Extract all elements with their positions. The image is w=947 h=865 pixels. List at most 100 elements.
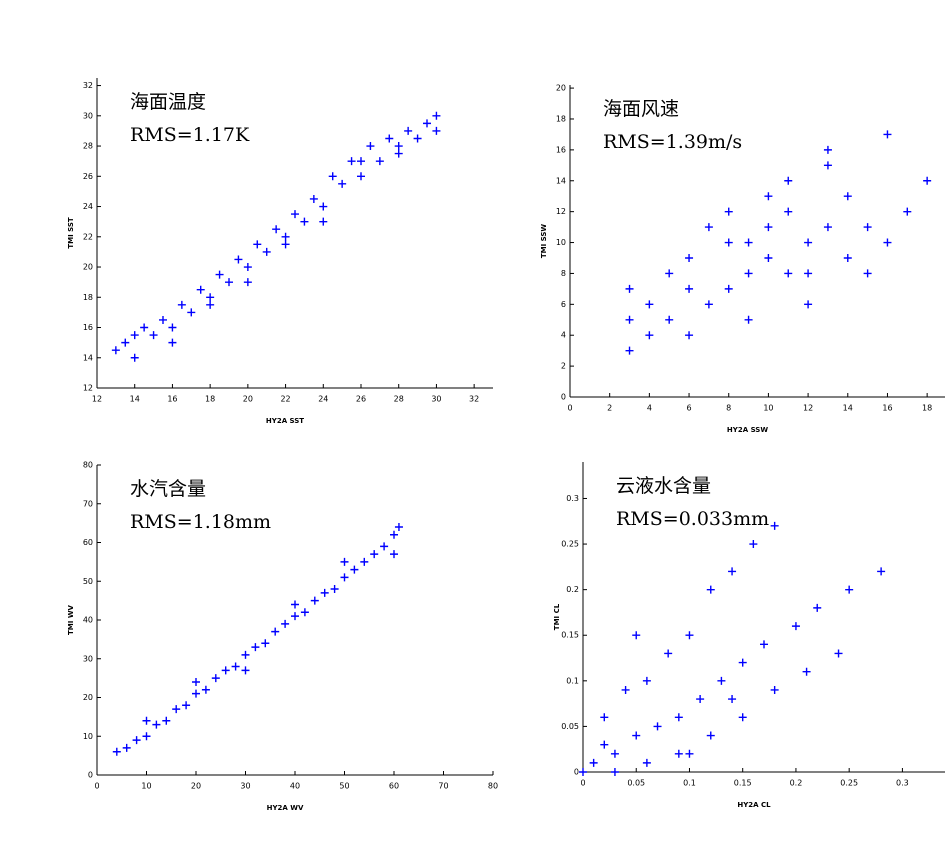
- x-tick-label: 14: [130, 395, 140, 404]
- annotation: RMS=1.17K: [130, 124, 250, 146]
- point: [625, 284, 634, 293]
- point: [385, 134, 394, 143]
- point: [168, 323, 177, 332]
- point: [357, 157, 365, 166]
- x-tick-label: 30: [431, 395, 441, 404]
- point: [413, 134, 422, 143]
- y-axis-label: TMI SST: [67, 217, 75, 249]
- point: [610, 749, 619, 758]
- point: [665, 269, 674, 278]
- point: [281, 232, 290, 241]
- point: [281, 619, 290, 628]
- plot: 0 0.05 0.1 0.15 0.2 0.25 0.3 0 0.05 0.1 0.15 0.2 0.2…: [553, 462, 945, 809]
- point: [760, 640, 768, 649]
- y-tick-label: 16: [556, 145, 566, 154]
- y-axis-label: TMI CL: [553, 603, 561, 630]
- point: [645, 300, 654, 309]
- plot: 12 14 16 18 20 22 24 26 28 30 32 12 14 16 18 20 22 24 26 28…: [67, 78, 493, 425]
- point: [187, 308, 196, 317]
- y-tick-label: 4: [561, 331, 566, 340]
- point: [696, 695, 705, 704]
- point: [231, 662, 240, 671]
- point: [162, 716, 171, 725]
- x-tick-label: 0: [567, 404, 572, 413]
- point: [211, 674, 220, 683]
- point: [168, 338, 177, 347]
- x-tick-label: 26: [356, 395, 366, 404]
- x-tick-label: 50: [339, 782, 349, 791]
- y-tick-label: 50: [83, 577, 93, 586]
- point: [600, 740, 609, 749]
- point: [300, 608, 309, 617]
- point: [291, 600, 299, 609]
- point: [366, 142, 375, 151]
- x-tick-label: 0.3: [896, 779, 909, 788]
- point: [770, 521, 779, 530]
- point: [347, 157, 356, 166]
- plot-title: 海面风速: [603, 98, 679, 120]
- point: [330, 585, 339, 593]
- point: [877, 567, 886, 576]
- y-tick-label: 0.05: [561, 722, 579, 731]
- point: [243, 263, 252, 272]
- annotation: RMS=1.39m/s: [603, 131, 742, 153]
- point: [883, 238, 892, 247]
- point: [172, 705, 181, 714]
- x-axis-label: HY2A WV: [267, 804, 304, 812]
- y-tick-label: 20: [83, 693, 93, 702]
- point: [370, 550, 379, 559]
- y-tick-label: 0.15: [561, 631, 579, 640]
- point: [843, 253, 852, 262]
- point: [241, 666, 250, 675]
- point: [140, 323, 149, 332]
- point: [845, 585, 854, 594]
- y-tick-label: 80: [83, 461, 93, 470]
- point: [923, 176, 932, 185]
- point: [310, 596, 319, 605]
- point: [685, 284, 694, 293]
- point: [804, 300, 813, 309]
- point: [271, 627, 280, 636]
- point: [685, 331, 694, 340]
- point: [744, 315, 753, 324]
- x-tick-label: 12: [92, 395, 102, 404]
- point: [221, 666, 230, 675]
- x-tick-label: 0: [94, 782, 99, 791]
- point: [883, 130, 892, 139]
- x-tick-label: 0: [580, 779, 585, 788]
- point: [784, 207, 793, 216]
- y-tick-label: 12: [556, 207, 566, 216]
- y-tick-label: 70: [83, 499, 93, 508]
- y-tick-label: 0: [561, 393, 566, 402]
- point: [423, 119, 431, 128]
- y-tick-label: 20: [83, 263, 93, 272]
- point: [375, 157, 384, 166]
- point: [642, 758, 651, 767]
- x-tick-label: 70: [438, 782, 448, 791]
- point: [201, 685, 210, 694]
- point: [390, 550, 398, 559]
- point: [728, 695, 737, 704]
- point: [206, 293, 215, 302]
- x-tick-label: 0.25: [840, 779, 858, 788]
- y-tick-label: 30: [83, 111, 93, 120]
- point: [357, 172, 365, 181]
- point: [225, 278, 233, 287]
- point: [823, 145, 832, 154]
- y-tick-label: 0: [574, 768, 579, 777]
- point: [394, 142, 403, 151]
- plot-title: 云液水含量: [616, 475, 711, 497]
- point: [328, 172, 337, 181]
- x-tick-label: 30: [240, 782, 250, 791]
- point: [394, 149, 403, 158]
- point: [749, 540, 758, 549]
- point: [632, 731, 641, 740]
- point: [685, 631, 694, 640]
- point: [738, 713, 747, 722]
- point: [319, 217, 328, 226]
- point: [764, 192, 773, 201]
- x-tick-label: 14: [843, 404, 853, 413]
- x-tick-label: 32: [469, 395, 479, 404]
- x-tick-label: 0.05: [627, 779, 645, 788]
- point: [600, 713, 609, 722]
